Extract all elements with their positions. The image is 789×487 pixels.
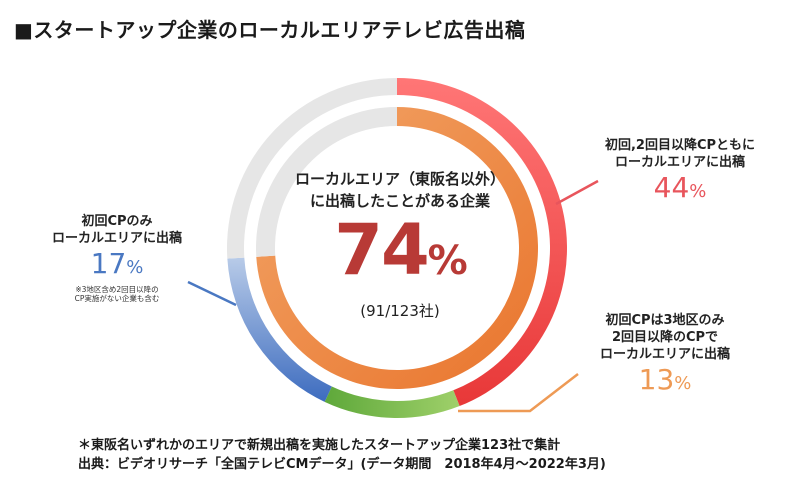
annotation-17-value: 17%: [42, 247, 192, 285]
annotation-17-unit: %: [126, 257, 144, 278]
annotation-13-line1: 初回CPは3地区のみ: [605, 313, 725, 328]
annotation-44: 初回,2回目以降CPともに ローカルエリアに出稿 44%: [600, 137, 760, 209]
outer-ring-slice-1: [324, 386, 460, 418]
leader-line-13: [458, 373, 579, 413]
footnote-line2: 出典：ビデオリサーチ「全国テレビCMデータ」(データ期間 2018年4月～202…: [78, 457, 606, 472]
center-caption: ローカルエリア（東阪名以外） に出稿したことがある企業: [290, 168, 510, 212]
annotation-13-line2: 2回目以降のCPで: [611, 330, 719, 345]
leader-line-17: [187, 280, 237, 307]
inner-ring-slice-1: [256, 107, 397, 257]
annotation-13-line3: ローカルエリアに出稿: [599, 347, 730, 362]
annotation-13-unit: %: [674, 373, 692, 394]
outer-ring-slice-2: [227, 257, 332, 402]
footnote-line1: ＊東阪名いずれかのエリアで新規出稿を実施したスタートアップ企業123社で集計: [78, 438, 561, 453]
center-caption-line2: に出稿したことがある企業: [309, 192, 490, 210]
chart-title: ■スタートアップ企業のローカルエリアテレビ広告出稿: [14, 18, 526, 42]
center-sub: (91/123社): [360, 302, 440, 320]
footnote: ＊東阪名いずれかのエリアで新規出稿を実施したスタートアップ企業123社で集計 出…: [78, 436, 606, 474]
leader-line-44: [555, 179, 599, 206]
center-value-number: 74: [334, 209, 429, 291]
annotation-44-value: 44%: [600, 171, 760, 209]
outer-ring-slice-3: [226, 78, 397, 259]
center-caption-line1: ローカルエリア（東阪名以外）: [294, 170, 505, 188]
annotation-17-note2: CP実施がない企業も含む: [74, 294, 160, 303]
annotation-44-unit: %: [689, 181, 707, 202]
annotation-13-value: 13%: [580, 363, 750, 401]
center-value-unit: %: [427, 238, 468, 284]
annotation-13-number: 13: [638, 363, 675, 396]
annotation-13: 初回CPは3地区のみ 2回目以降のCPで ローカルエリアに出稿 13%: [580, 312, 750, 401]
annotation-44-number: 44: [653, 171, 690, 204]
outer-ring-slice-0: [397, 78, 568, 407]
annotation-44-line1: 初回,2回目以降CPともに: [604, 138, 756, 153]
center-value: 74%: [300, 210, 500, 301]
annotation-17-note1: ※3地区含め2回目以降の: [75, 285, 159, 294]
annotation-17: 初回CPのみ ローカルエリアに出稿 17% ※3地区含め2回目以降の CP実施が…: [42, 213, 192, 303]
annotation-44-line2: ローカルエリアに出稿: [614, 155, 745, 170]
annotation-17-line2: ローカルエリアに出稿: [51, 231, 182, 246]
annotation-17-line1: 初回CPのみ: [81, 214, 153, 229]
annotation-17-number: 17: [90, 247, 127, 280]
